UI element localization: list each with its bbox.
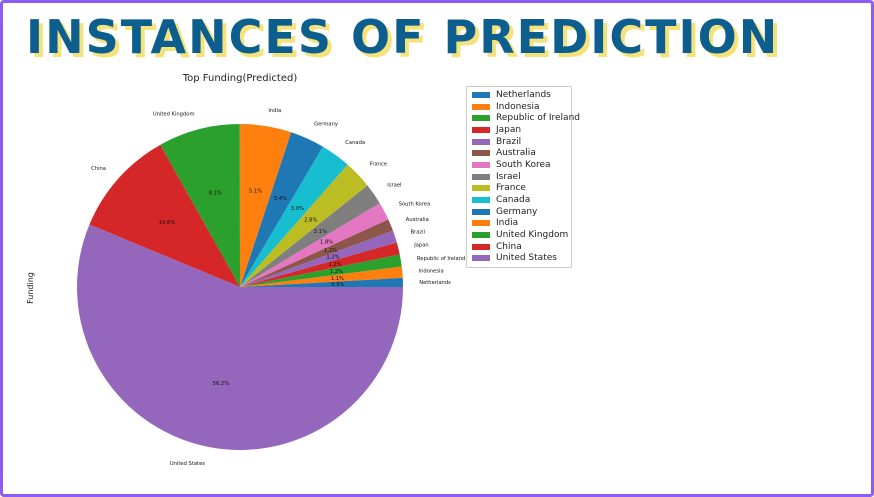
legend-label: Canada (496, 195, 531, 206)
pie-pct-label: 1.2% (326, 255, 339, 261)
pie-pct-label: 2.8% (304, 218, 317, 224)
legend-swatch (472, 197, 490, 204)
legend-label: Netherlands (496, 89, 551, 100)
legend-swatch (472, 138, 490, 145)
legend-swatch (472, 243, 490, 250)
legend-label: France (496, 183, 526, 194)
pie-slice-indonesia (240, 266, 403, 287)
pie-category-label: Indonesia (419, 269, 444, 275)
legend-item: France (472, 183, 567, 195)
pie-pct-label: 5.1% (249, 188, 262, 194)
pie-category-label: Canada (345, 140, 365, 146)
pie-slice-netherlands (240, 277, 403, 287)
pie-category-label: Australia (406, 217, 429, 223)
legend-item: Japan (472, 124, 567, 136)
legend-item: United Kingdom (472, 229, 569, 241)
pie-slice-united-states (76, 224, 404, 450)
pie-category-label: China (91, 166, 106, 172)
legend-label: United States (496, 253, 557, 264)
pie-category-label: Netherlands (419, 280, 451, 286)
pie-slice-germany (240, 132, 323, 287)
legend-swatch (472, 103, 490, 110)
pie-slice-israel (240, 185, 380, 287)
legend-item: Australia (472, 147, 567, 159)
legend-label: Germany (496, 206, 538, 217)
pie-category-label: Japan (413, 243, 428, 249)
pie-pct-label: 3.4% (274, 196, 287, 202)
chart-legend: Netherlands Indonesia Republic of Ireland J… (466, 86, 580, 269)
pie-pct-label: 1.2% (328, 262, 341, 268)
legend-swatch (472, 115, 490, 122)
pie-slice-canada (240, 146, 348, 287)
pie-slice-united-kingdom (160, 124, 240, 287)
legend-swatch (472, 91, 490, 98)
pie-pct-label: 1.8% (320, 240, 333, 246)
pie-category-label: Brazil (411, 230, 425, 236)
pie-slice-india (239, 123, 292, 287)
legend-item: South Korea (472, 159, 567, 171)
legend-swatch (472, 150, 490, 157)
pie-slice-south-korea (240, 203, 389, 287)
pie-slice-china (89, 144, 241, 287)
pie-category-label: France (370, 161, 387, 167)
legend-swatch (472, 173, 490, 180)
legend-label: Brazil (496, 136, 522, 147)
pie-slice-japan (240, 242, 400, 287)
chart-title: Top Funding(Predicted) (182, 73, 298, 84)
legend-label: Israel (496, 171, 521, 182)
pie-slice-brazil (240, 230, 397, 287)
legend-swatch (472, 161, 490, 168)
legend-item: Israel (472, 171, 567, 183)
pie-pct-label: 1.1% (331, 276, 344, 282)
legend-swatch (472, 208, 490, 215)
legend-label: Republic of Ireland (496, 113, 580, 124)
pie-category-label: Republic of Ireland (417, 256, 465, 262)
legend-item: Republic of Ireland (472, 112, 580, 124)
legend-swatch (472, 185, 490, 192)
pie-category-label: United Kingdom (153, 112, 195, 118)
legend-item: Canada (472, 194, 567, 206)
legend-label: Japan (496, 124, 522, 135)
legend-item: Brazil (472, 136, 567, 148)
legend-item: India (472, 218, 567, 230)
legend-label: India (496, 218, 519, 229)
pie-pct-label: 8.1% (209, 190, 222, 196)
legend-swatch (472, 220, 490, 227)
legend-label: China (496, 241, 522, 252)
pie-category-label: India (268, 108, 281, 114)
pie-pct-label: 1.2% (330, 269, 343, 275)
legend-swatch (472, 126, 490, 133)
legend-label: United Kingdom (496, 230, 569, 241)
pie-category-label: United States (170, 461, 205, 467)
legend-item: Indonesia (472, 101, 567, 113)
legend-label: South Korea (496, 159, 551, 170)
pie-slice-australia (240, 219, 393, 287)
legend-swatch (472, 232, 490, 239)
legend-item: China (472, 241, 567, 253)
pie-pct-label: 56.2% (213, 381, 230, 387)
pie-pct-label: 10.6% (159, 220, 176, 226)
legend-item: Netherlands (472, 89, 567, 101)
pie-category-label: South Korea (399, 202, 430, 208)
pie-pct-label: 3.0% (291, 206, 304, 212)
y-axis-label: Funding (26, 272, 35, 304)
legend-label: Indonesia (496, 101, 540, 112)
legend-item: United States (472, 253, 567, 265)
legend-label: Australia (496, 148, 536, 159)
pie-slice-republic-of-ireland (240, 254, 402, 287)
slide-title: INSTANCES OF PREDICTION (26, 10, 780, 64)
pie-category-label: Israel (387, 183, 401, 189)
pie-pct-label: 2.1% (314, 229, 327, 235)
pie-pct-label: 0.9% (331, 282, 344, 288)
pie-slice-france (240, 164, 368, 287)
pie-category-label: Germany (314, 122, 338, 128)
pie-pct-label: 1.2% (324, 248, 337, 254)
legend-swatch (472, 255, 490, 262)
legend-item: Germany (472, 206, 567, 218)
